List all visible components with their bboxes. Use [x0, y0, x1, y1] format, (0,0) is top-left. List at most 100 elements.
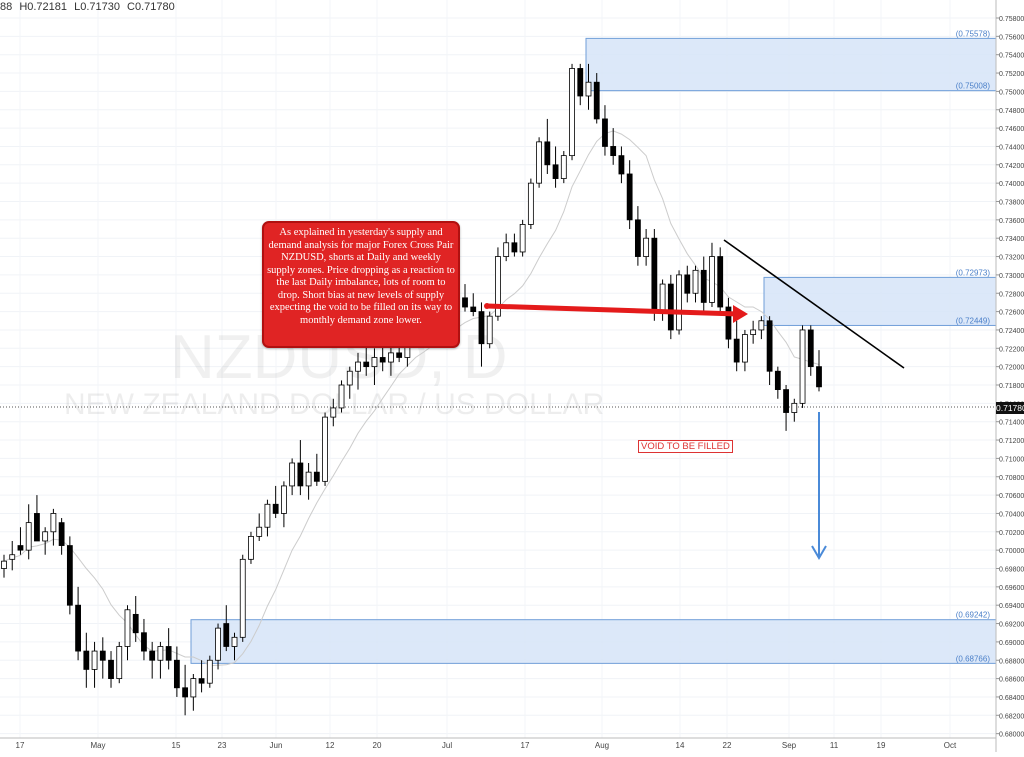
candle-body: [536, 141, 543, 184]
y-tick-label: 0.73000: [999, 273, 1024, 280]
candle-body: [527, 182, 534, 225]
candle-body: [83, 650, 90, 670]
candle-body: [511, 242, 518, 253]
y-tick-label: 0.68000: [999, 732, 1024, 739]
y-tick-label: 0.70400: [999, 511, 1024, 518]
x-tick-label: 15: [172, 741, 181, 750]
candle-body: [157, 646, 164, 661]
y-tick-label: 0.74000: [999, 181, 1024, 188]
candle-body: [346, 370, 353, 386]
y-tick-label: 0.68600: [999, 677, 1024, 684]
candle-body: [124, 609, 131, 647]
candle-body: [717, 256, 724, 308]
x-tick-label: 17: [16, 741, 25, 750]
candle-body: [503, 242, 510, 257]
candle-body: [34, 513, 40, 542]
candle-body: [807, 329, 814, 368]
candle-body: [99, 650, 106, 661]
candle-body: [108, 659, 114, 680]
candle-body: [289, 462, 296, 487]
y-tick-label: 0.70000: [999, 548, 1024, 555]
y-tick-label: 0.69600: [999, 585, 1024, 592]
candle-body: [659, 283, 666, 313]
candle-body: [371, 357, 378, 368]
candle-body: [75, 604, 81, 652]
candle-body: [198, 678, 205, 684]
x-tick-label: 14: [676, 741, 685, 750]
candle-body: [116, 646, 123, 679]
candle-body: [552, 164, 559, 179]
y-tick-label: 0.74800: [999, 108, 1024, 115]
candle-body: [330, 407, 337, 418]
y-tick-label: 0.71200: [999, 438, 1024, 445]
time-axis[interactable]: 17 May 15 23 Jun 12 20 Jul 17 Aug 14 22 Sep 11 19 Oct: [0, 737, 996, 750]
candle-body: [9, 554, 16, 560]
candle-body: [585, 81, 592, 97]
zone-label-top: (0.72973): [956, 268, 991, 277]
y-tick-label: 0.71000: [999, 456, 1024, 463]
y-tick-label: 0.74600: [999, 126, 1024, 133]
candle-body: [322, 416, 328, 482]
y-tick-label: 0.73200: [999, 255, 1024, 262]
candle-body: [313, 471, 320, 482]
y-tick-label: 0.68800: [999, 658, 1024, 665]
candle-body: [42, 531, 49, 542]
y-tick-label: 0.69800: [999, 567, 1024, 574]
candle-body: [486, 315, 493, 345]
candle-body: [355, 361, 361, 372]
y-tick-label: 0.75000: [999, 89, 1024, 96]
y-tick-label: 0.71800: [999, 383, 1024, 390]
price-axis-bg: [996, 0, 1024, 752]
candle-body: [264, 503, 271, 528]
y-tick-label: 0.72200: [999, 346, 1024, 353]
x-tick-label: 12: [326, 741, 335, 750]
current-price-tag: 0.71780: [996, 402, 1024, 414]
candle-body: [742, 334, 748, 363]
candle-body: [206, 659, 213, 684]
candle-body: [610, 146, 617, 157]
candle-body: [470, 306, 477, 313]
candle-body: [774, 370, 781, 390]
candle-body: [305, 471, 312, 487]
candle-body: [50, 513, 57, 533]
y-tick-label: 0.71400: [999, 420, 1024, 427]
y-tick-label: 0.75200: [999, 71, 1024, 78]
x-tick-label: 20: [373, 741, 382, 750]
candle-body: [396, 352, 403, 358]
y-tick-label: 0.72600: [999, 310, 1024, 317]
zone-label-bottom: (0.72449): [956, 316, 991, 325]
candle-body: [544, 141, 551, 166]
candle-body: [618, 155, 625, 175]
x-tick-label: Sep: [782, 741, 797, 750]
candle-body: [709, 256, 715, 303]
price-axis[interactable]: 0.75800 0.75600 0.75400 0.75200 0.75000 0.748…: [995, 0, 1024, 752]
ohlc-low: L0.71730: [74, 1, 120, 13]
y-tick-label: 0.68200: [999, 713, 1024, 720]
candle-body: [1, 560, 7, 569]
x-tick-label: 23: [218, 741, 227, 750]
candle-body: [280, 485, 287, 514]
y-tick-label: 0.75400: [999, 53, 1024, 60]
y-tick-label: 0.75800: [999, 16, 1024, 23]
ohlc-readout: 88 H0.72181 L0.71730 C0.71780: [0, 1, 179, 13]
x-tick-label: Aug: [595, 741, 609, 750]
candle-body: [223, 623, 230, 647]
y-tick-label: 0.75600: [999, 34, 1024, 41]
candle-body: [297, 462, 304, 487]
candle-body: [231, 636, 238, 647]
ohlc-high: H0.72181: [19, 1, 68, 13]
candle-body: [256, 526, 263, 537]
candle-body: [626, 173, 633, 221]
candle-body: [215, 627, 221, 661]
x-tick-label: 22: [723, 741, 732, 750]
candle-body: [684, 274, 691, 294]
candle-body: [692, 269, 699, 294]
blue-arrow: [811, 412, 827, 560]
candle-body: [725, 306, 732, 340]
y-tick-label: 0.74400: [999, 144, 1024, 151]
x-tick-label: 17: [521, 741, 530, 750]
candle-body: [58, 522, 65, 546]
zone-label-top: (0.75578): [956, 29, 991, 38]
y-tick-label: 0.73800: [999, 200, 1024, 207]
